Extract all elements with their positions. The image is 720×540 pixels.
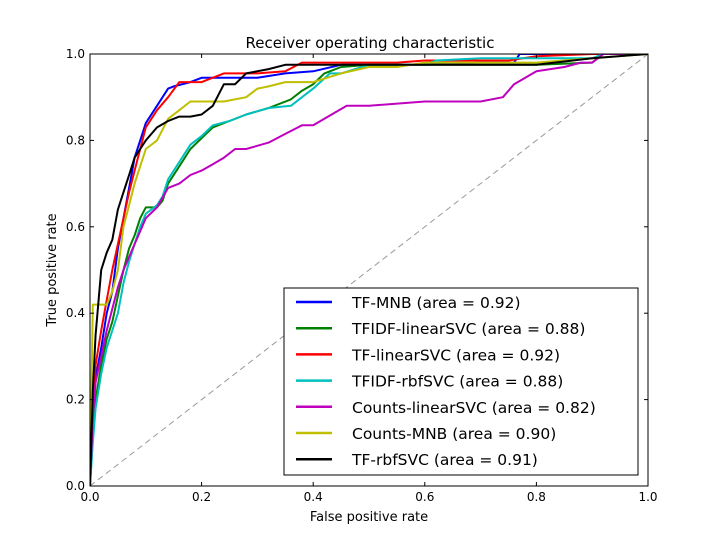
y-tick-label: 0.2 bbox=[66, 393, 85, 407]
chart-title: Receiver operating characteristic bbox=[246, 34, 495, 52]
x-tick-label: 0.8 bbox=[527, 490, 546, 504]
y-axis-label: True positive rate bbox=[45, 213, 60, 327]
legend-label-1: TF-MNB (area = 0.92) bbox=[351, 294, 521, 312]
legend-label-6: Counts-MNB (area = 0.90) bbox=[352, 425, 556, 443]
y-tick-label: 0.6 bbox=[66, 220, 85, 234]
series-line-5 bbox=[90, 54, 648, 486]
reference-diagonal bbox=[90, 54, 648, 486]
x-tick-label: 0.6 bbox=[415, 490, 434, 504]
axis-ticks: 0.0 0.2 0.4 0.6 0.8 1.0 0.0 0.2 0.4 0.6 0.8 1.0 bbox=[66, 47, 658, 504]
legend-label-3: TF-linearSVC (area = 0.92) bbox=[351, 346, 560, 364]
series-line-3 bbox=[90, 54, 648, 486]
legend-label-4: TFIDF-rbfSVC (area = 0.88) bbox=[351, 373, 563, 391]
plot-area-frame bbox=[89, 53, 649, 487]
y-tick-label: 0.4 bbox=[66, 306, 85, 320]
y-tick-label: 0.8 bbox=[66, 133, 85, 147]
series-line-1 bbox=[90, 54, 648, 486]
reference-diagonal-layer bbox=[90, 54, 648, 486]
x-tick-label: 1.0 bbox=[638, 490, 657, 504]
series-layer bbox=[90, 54, 648, 486]
legend: TF-MNB (area = 0.92) TFIDF-linearSVC (are… bbox=[283, 287, 639, 476]
x-tick-label: 0.0 bbox=[80, 490, 99, 504]
series-line-6 bbox=[90, 54, 648, 486]
y-tick-label: 1.0 bbox=[66, 47, 85, 61]
series-line-7 bbox=[90, 54, 648, 486]
legend-label-2: TFIDF-linearSVC (area = 0.88) bbox=[351, 320, 585, 338]
x-tick-label: 0.2 bbox=[192, 490, 211, 504]
y-tick-label: 0.0 bbox=[66, 479, 85, 493]
legend-box bbox=[283, 287, 639, 476]
x-axis-label: False positive rate bbox=[310, 510, 428, 525]
x-tick-label: 0.4 bbox=[304, 490, 323, 504]
legend-label-5: Counts-linearSVC (area = 0.82) bbox=[352, 399, 596, 417]
legend-label-7: TF-rbfSVC (area = 0.91) bbox=[351, 451, 538, 469]
